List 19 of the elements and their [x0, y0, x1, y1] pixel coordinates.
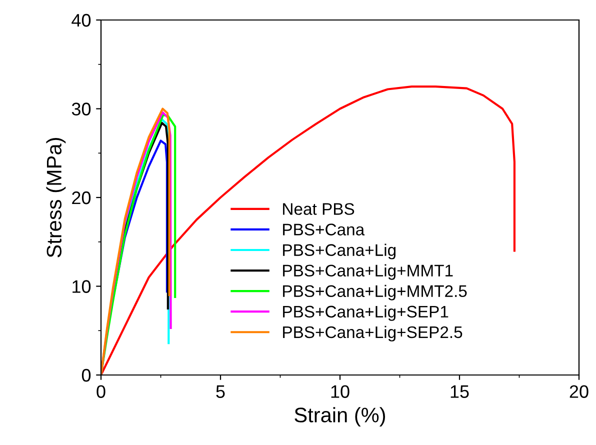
legend-label: PBS+Cana+Lig+MMT2.5 [283, 284, 467, 300]
legend-label: PBS+Cana+Lig+SEP2.5 [283, 326, 462, 342]
x-axis-title: Strain (%) [294, 407, 386, 427]
y-tick-label: 40 [72, 14, 91, 27]
legend-label: PBS+Cana+Lig+MMT1 [283, 264, 453, 280]
y-tick-label: 20 [72, 191, 91, 204]
y-tick-label: 30 [72, 102, 91, 116]
x-tick-label: 10 [331, 385, 350, 398]
y-axis-title: Stress (MPa) [46, 138, 66, 258]
x-tick-label: 20 [570, 385, 588, 398]
legend-label: PBS+Cana [283, 224, 365, 236]
legend-label: PBS+Cana+Lig+SEP1 [283, 305, 448, 321]
legend-label: Neat PBS [283, 203, 354, 215]
legend-label: PBS+Cana+Lig [283, 244, 396, 260]
x-tick-label: 5 [216, 385, 225, 398]
y-tick-label: 0 [82, 368, 91, 382]
x-tick-label: 15 [450, 385, 469, 398]
x-tick-label: 0 [96, 385, 106, 398]
y-tick-label: 10 [72, 280, 91, 293]
